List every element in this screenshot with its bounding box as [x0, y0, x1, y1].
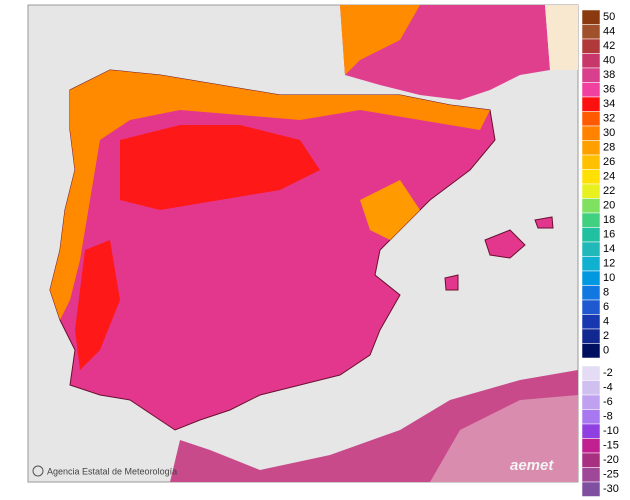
legend-swatch [581, 169, 601, 185]
legend: 5044424038363432302826242220181614121086… [581, 9, 619, 497]
legend-swatch [581, 467, 601, 483]
legend-label: 4 [603, 316, 609, 328]
legend-label: 38 [603, 69, 615, 81]
africa-inland [430, 395, 578, 482]
legend-label: -8 [603, 411, 613, 423]
legend-swatch [581, 299, 601, 315]
legend-swatch [581, 53, 601, 69]
legend-swatch [581, 9, 601, 25]
legend-swatch [581, 96, 601, 112]
legend-label: -6 [603, 396, 613, 408]
legend-label: 20 [603, 200, 615, 212]
credit-icon [32, 465, 44, 477]
legend-label: 0 [603, 345, 609, 357]
legend-label: -30 [603, 483, 619, 495]
italy-edge [545, 5, 578, 70]
legend-label: -25 [603, 469, 619, 481]
legend-label: 30 [603, 127, 615, 139]
legend-swatch [581, 423, 601, 439]
legend-label: 40 [603, 55, 615, 67]
ibiza [444, 274, 459, 291]
legend-label: 24 [603, 171, 615, 183]
legend-label: 32 [603, 113, 615, 125]
legend-swatch [581, 438, 601, 454]
menorca [534, 216, 554, 229]
legend-swatch [581, 394, 601, 410]
legend-label: -4 [603, 382, 613, 394]
legend-swatch [581, 285, 601, 301]
legend-label: 6 [603, 301, 609, 313]
legend-swatch [581, 343, 601, 359]
legend-label: 2 [603, 330, 609, 342]
legend-swatch [581, 140, 601, 156]
legend-swatch [581, 198, 601, 214]
legend-swatch [581, 270, 601, 286]
duero-hot [120, 125, 320, 210]
logo: aemet [510, 457, 554, 474]
legend-swatch [581, 409, 601, 425]
legend-label: -2 [603, 367, 613, 379]
legend-label: 16 [603, 229, 615, 241]
legend-label: 12 [603, 258, 615, 270]
portugal-hot [75, 240, 120, 370]
legend-swatch [581, 67, 601, 83]
legend-label: 44 [603, 26, 615, 38]
legend-label: 18 [603, 214, 615, 226]
legend-swatch [581, 183, 601, 199]
legend-label: -20 [603, 454, 619, 466]
legend-swatch [581, 380, 601, 396]
legend-swatch [581, 111, 601, 127]
legend-label: 42 [603, 40, 615, 52]
legend-label: -10 [603, 425, 619, 437]
mallorca [484, 229, 526, 259]
legend-swatch [581, 125, 601, 141]
legend-swatch [581, 241, 601, 257]
legend-label: 22 [603, 185, 615, 197]
legend-label: 50 [603, 11, 615, 23]
north-warm [50, 70, 490, 320]
east-warm [360, 180, 420, 240]
legend-label: -15 [603, 440, 619, 452]
credit: Agencia Estatal de Meteorología [47, 466, 177, 476]
legend-swatch [581, 328, 601, 344]
legend-swatch [581, 227, 601, 243]
legend-swatch [581, 365, 601, 381]
legend-label: 28 [603, 142, 615, 154]
legend-swatch [581, 314, 601, 330]
legend-label: 8 [603, 287, 609, 299]
legend-swatch [581, 452, 601, 468]
legend-swatch [581, 38, 601, 54]
legend-swatch [581, 256, 601, 272]
legend-label: 36 [603, 84, 615, 96]
legend-label: 26 [603, 156, 615, 168]
legend-swatch [581, 24, 601, 40]
legend-swatch [581, 82, 601, 98]
legend-label: 14 [603, 243, 615, 255]
legend-swatch [581, 481, 601, 497]
legend-swatch [581, 154, 601, 170]
legend-label: 34 [603, 98, 615, 110]
legend-swatch [581, 212, 601, 228]
france-west [340, 5, 420, 75]
legend-label: 10 [603, 272, 615, 284]
